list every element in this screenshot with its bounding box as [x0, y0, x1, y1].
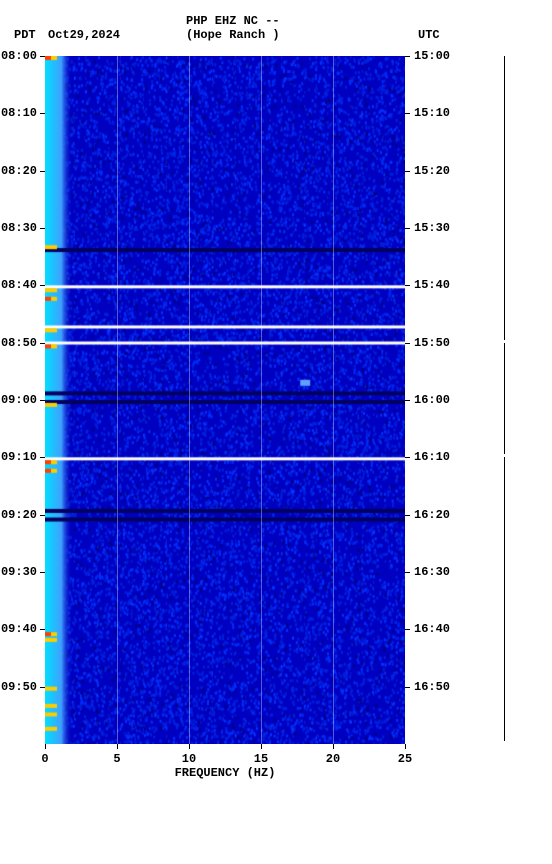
- y-right-tick-label: 15:00: [414, 49, 450, 63]
- y-right-tick-label: 16:10: [414, 450, 450, 464]
- y-right-tick-label: 15:10: [414, 106, 450, 120]
- y-left-tick-label: 09:50: [1, 680, 37, 694]
- y-right-tick-label: 15:20: [414, 164, 450, 178]
- y-left-tick-label: 08:00: [1, 49, 37, 63]
- y-left-tick-label: 09:30: [1, 565, 37, 579]
- y-left-tick-label: 09:40: [1, 622, 37, 636]
- y-left-tick-label: 09:10: [1, 450, 37, 464]
- y-left-tick-label: 08:50: [1, 336, 37, 350]
- spectrogram-plot: [45, 56, 405, 744]
- x-tick-label: 5: [113, 752, 120, 766]
- y-right-tick-label: 16:00: [414, 393, 450, 407]
- spectrogram-page: PDT Oct29,2024 PHP EHZ NC -- (Hope Ranch…: [0, 0, 552, 864]
- x-tick-label: 15: [254, 752, 268, 766]
- tz-left-label: PDT: [14, 28, 36, 42]
- x-tick-label: 25: [398, 752, 412, 766]
- date-label: Oct29,2024: [48, 28, 120, 42]
- y-left-tick-label: 09:20: [1, 508, 37, 522]
- y-right-tick-label: 16:50: [414, 680, 450, 694]
- y-right-tick-label: 16:30: [414, 565, 450, 579]
- x-tick-label: 0: [41, 752, 48, 766]
- tz-right-label: UTC: [418, 28, 440, 42]
- y-right-tick-label: 15:40: [414, 278, 450, 292]
- y-left-tick-label: 08:20: [1, 164, 37, 178]
- x-axis-label: FREQUENCY (HZ): [175, 766, 276, 780]
- y-left-tick-label: 08:40: [1, 278, 37, 292]
- y-right-tick-label: 15:30: [414, 221, 450, 235]
- site-label: (Hope Ranch ): [186, 28, 280, 42]
- spectrogram-canvas: [45, 56, 405, 744]
- y-right-tick-label: 16:20: [414, 508, 450, 522]
- y-left-tick-label: 08:10: [1, 106, 37, 120]
- y-left-tick-label: 09:00: [1, 393, 37, 407]
- station-label: PHP EHZ NC --: [186, 14, 280, 28]
- y-left-tick-label: 08:30: [1, 221, 37, 235]
- y-right-tick-label: 15:50: [414, 336, 450, 350]
- x-tick-label: 10: [182, 752, 196, 766]
- y-right-tick-label: 16:40: [414, 622, 450, 636]
- x-tick-label: 20: [326, 752, 340, 766]
